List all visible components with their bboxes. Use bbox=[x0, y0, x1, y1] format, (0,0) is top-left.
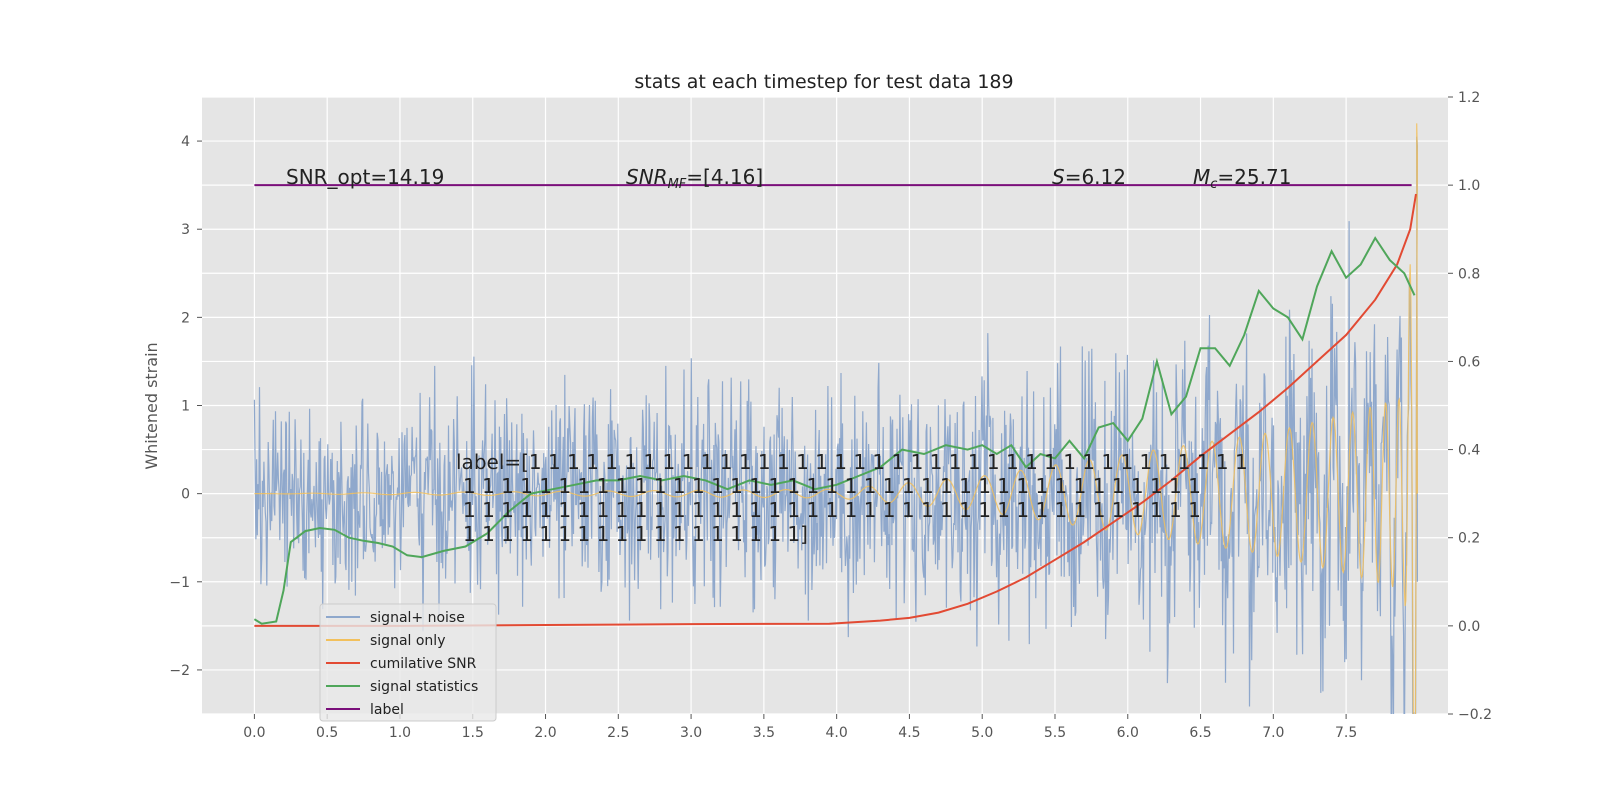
label-line-1: label=[1 1 1 1 1 1 1 1 1 1 1 1 1 1 1 1 1… bbox=[456, 450, 1248, 474]
x-tick-label: 2.0 bbox=[534, 725, 556, 741]
x-tick-label: 5.0 bbox=[971, 725, 993, 741]
x-tick-label: 7.5 bbox=[1335, 725, 1357, 741]
s-name: S bbox=[1052, 165, 1065, 189]
x-tick-label: 1.5 bbox=[462, 725, 484, 741]
x-tick-label: 7.0 bbox=[1262, 725, 1284, 741]
annotation-snr-mf: SNRMF=[4.16] bbox=[626, 165, 763, 192]
chart-title: stats at each timestep for test data 189 bbox=[634, 71, 1013, 93]
y2-tick-label: 0.6 bbox=[1458, 354, 1480, 370]
snr-mf-value: =[4.16] bbox=[686, 165, 763, 189]
y-tick-label: 3 bbox=[181, 222, 190, 238]
legend-label-signal-only: signal only bbox=[370, 633, 445, 649]
y-tick-label: 2 bbox=[181, 310, 190, 326]
y-tick-label: −2 bbox=[169, 663, 190, 679]
y2-tick-label: 1.2 bbox=[1458, 90, 1480, 106]
annotation-mc: Mc=25.71 bbox=[1193, 165, 1291, 192]
y2-tick-label: 1.0 bbox=[1458, 178, 1480, 194]
legend-box bbox=[319, 603, 497, 722]
legend-label-label: label bbox=[370, 702, 404, 718]
snr-mf-base: SNR bbox=[626, 165, 668, 189]
x-tick-label: 6.5 bbox=[1189, 725, 1211, 741]
series-signal-noise bbox=[253, 136, 1419, 714]
series-cumulative-snr bbox=[254, 193, 1417, 627]
x-tick-label: 3.0 bbox=[680, 725, 702, 741]
x-tick-label: 2.5 bbox=[607, 725, 629, 741]
y2-tick-label: 0.2 bbox=[1458, 531, 1480, 547]
label-line-2: 1 1 1 1 1 1 1 1 1 1 1 1 1 1 1 1 1 1 1 1 … bbox=[463, 474, 1201, 498]
x-tick-label: 4.5 bbox=[898, 725, 920, 741]
y-tick-label: 4 bbox=[181, 134, 190, 150]
y2-tick-label: 0.4 bbox=[1458, 443, 1480, 459]
s-value: =6.12 bbox=[1065, 165, 1126, 189]
y2-tick-label: −0.2 bbox=[1458, 707, 1492, 723]
series-signal-only bbox=[254, 123, 1419, 714]
annotation-s: S=6.12 bbox=[1052, 165, 1126, 189]
y-tick-label: −1 bbox=[169, 575, 190, 591]
axes: 0.0 0.5 1.0 1.5 2.0 2.5 3.0 3.5 4.0 4.5 5.0 5.5 6.0 6… bbox=[169, 90, 1492, 741]
signal-statistics-line bbox=[253, 236, 1416, 625]
legend-label-signal-statistics: signal statistics bbox=[370, 679, 478, 695]
y2-tick-label: 0.0 bbox=[1458, 619, 1480, 635]
cumulative-snr-line bbox=[254, 193, 1417, 627]
x-tick-label: 3.5 bbox=[753, 725, 775, 741]
snr-mf-sub: MF bbox=[668, 177, 687, 192]
x-tick-label: 1.0 bbox=[389, 725, 411, 741]
signal-noise-line bbox=[253, 136, 1419, 714]
series-signal-statistics bbox=[253, 236, 1416, 625]
mc-value: =25.71 bbox=[1217, 165, 1291, 189]
x-tick-label: 5.5 bbox=[1044, 725, 1066, 741]
legend-label-signal-noise: signal+ noise bbox=[370, 610, 465, 626]
y-tick-label: 1 bbox=[181, 399, 190, 415]
mc-sub: c bbox=[1210, 177, 1217, 192]
mc-base: M bbox=[1193, 165, 1210, 189]
y-axis-label: Whitened strain bbox=[142, 342, 161, 469]
annotation-label: label=[1 1 1 1 1 1 1 1 1 1 1 1 1 1 1 1 1… bbox=[456, 450, 1248, 546]
legend-label-cumulative-snr: cumilative SNR bbox=[370, 656, 477, 672]
x-tick-label: 0.5 bbox=[316, 725, 338, 741]
label-line-3: 1 1 1 1 1 1 1 1 1 1 1 1 1 1 1 1 1 1 1 1 … bbox=[463, 498, 1201, 522]
y-tick-label: 0 bbox=[181, 487, 190, 503]
x-tick-label: 0.0 bbox=[243, 725, 265, 741]
x-tick-label: 4.0 bbox=[826, 725, 848, 741]
legend: signal+ noise signal only cumilative SNR… bbox=[319, 603, 497, 722]
x-tick-label: 6.0 bbox=[1117, 725, 1139, 741]
y2-tick-label: 0.8 bbox=[1458, 266, 1480, 282]
signal-only-line bbox=[254, 123, 1419, 714]
label-line-4: 1 1 1 1 1 1 1 1 1 1 1 1 1 1 1 1 1 1] bbox=[463, 522, 808, 546]
annotation-snr-opt: SNR_opt=14.19 bbox=[286, 165, 444, 189]
